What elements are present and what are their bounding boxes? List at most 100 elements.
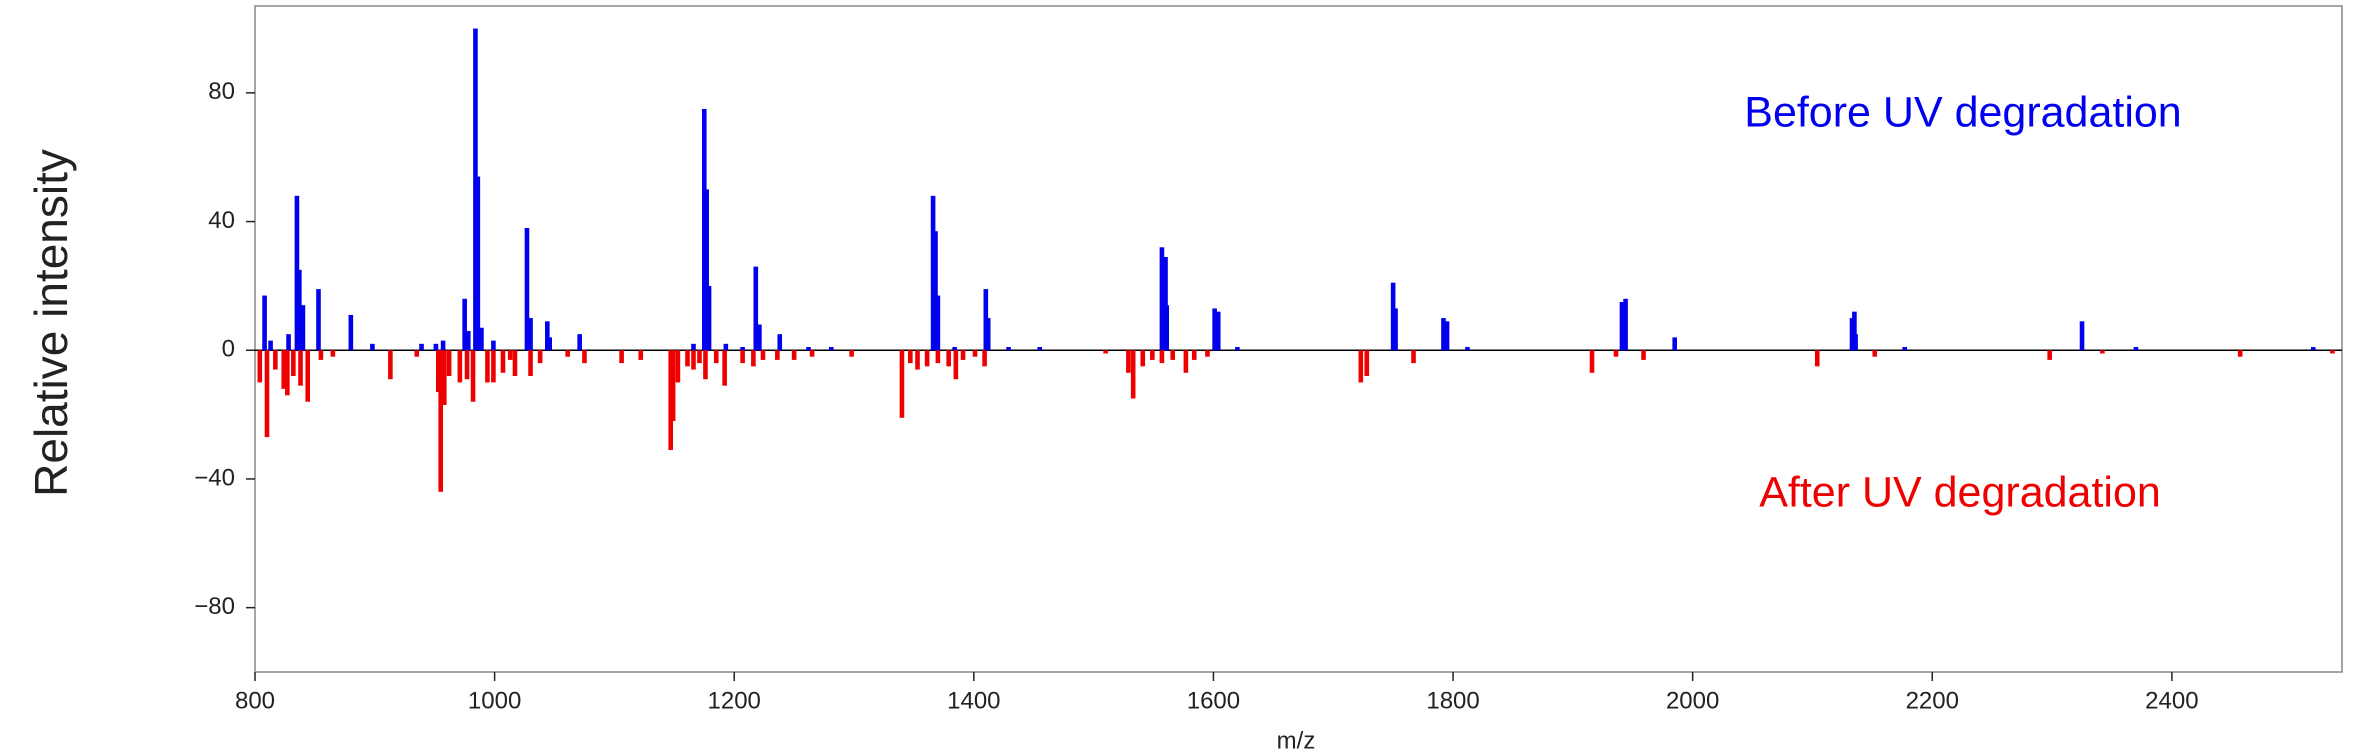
peak xyxy=(316,289,321,351)
x-axis-label: m/z xyxy=(1277,727,1316,754)
peak xyxy=(475,176,481,351)
peak xyxy=(706,285,712,351)
peak xyxy=(1393,308,1398,351)
peak xyxy=(775,350,780,360)
peak xyxy=(935,295,941,351)
peak xyxy=(1444,321,1450,351)
peak xyxy=(330,350,336,357)
peak xyxy=(1623,298,1628,351)
peak xyxy=(457,350,463,383)
peak xyxy=(298,350,303,386)
peak xyxy=(723,343,729,351)
y-tick-label: 80 xyxy=(208,78,235,105)
peak xyxy=(286,334,291,351)
peak xyxy=(440,340,446,351)
peak xyxy=(722,350,727,386)
peak xyxy=(1872,350,1878,357)
peak xyxy=(1235,347,1240,351)
peak xyxy=(791,350,797,360)
peak xyxy=(751,350,756,367)
peak xyxy=(1126,350,1131,373)
y-tick-label: 40 xyxy=(208,207,235,234)
peak xyxy=(740,350,745,364)
peak xyxy=(1164,305,1170,351)
x-tick-label: 1600 xyxy=(1187,687,1240,714)
peak xyxy=(470,350,476,402)
peak xyxy=(704,189,709,351)
peak xyxy=(1037,347,1043,351)
peak xyxy=(500,350,506,373)
peak xyxy=(1852,311,1857,351)
peak xyxy=(268,340,273,351)
peak xyxy=(703,350,708,380)
peak xyxy=(1006,347,1011,351)
y-tick-label: −80 xyxy=(194,593,235,620)
peak xyxy=(565,350,570,357)
peak xyxy=(1205,350,1210,357)
peak xyxy=(933,231,938,351)
peak xyxy=(436,350,441,393)
peak xyxy=(491,350,496,383)
peak xyxy=(908,350,913,364)
peak xyxy=(1849,318,1855,351)
peak xyxy=(670,350,676,422)
peak xyxy=(619,350,624,364)
peak xyxy=(924,350,930,367)
y-axis-label: Relative intensity xyxy=(25,149,77,497)
peak xyxy=(582,350,587,364)
peak xyxy=(701,108,707,351)
peak xyxy=(1170,350,1176,360)
peak xyxy=(691,350,696,370)
peak xyxy=(1183,350,1189,373)
peak xyxy=(388,350,393,380)
peak xyxy=(1103,350,1108,354)
peak xyxy=(1150,350,1155,360)
peak xyxy=(1212,308,1217,351)
peak xyxy=(370,343,375,351)
peak xyxy=(828,347,834,351)
peak xyxy=(1613,350,1619,357)
peak xyxy=(1589,350,1595,373)
peak xyxy=(1364,350,1370,376)
legend-label: Before UV degradation xyxy=(1744,88,2181,136)
peak xyxy=(757,324,762,351)
peak xyxy=(2100,350,2105,354)
peak xyxy=(1411,350,1416,364)
y-tick-label: −40 xyxy=(194,464,235,491)
peak xyxy=(806,347,811,351)
peak xyxy=(512,350,518,376)
peak xyxy=(528,350,533,376)
peak xyxy=(982,350,987,367)
peak xyxy=(2133,347,2139,351)
x-tick-label: 2400 xyxy=(2145,687,2198,714)
peak xyxy=(899,350,905,418)
peak xyxy=(273,350,278,370)
peak xyxy=(262,295,267,351)
peak xyxy=(668,350,674,450)
peak xyxy=(446,350,452,376)
peak xyxy=(930,195,936,351)
peak xyxy=(297,269,302,351)
peak xyxy=(1159,247,1165,351)
y-tick-label: 0 xyxy=(222,336,235,363)
peak xyxy=(281,350,287,389)
peak xyxy=(1441,318,1446,351)
peak xyxy=(946,350,951,367)
peak xyxy=(1465,347,1470,351)
peak xyxy=(2079,321,2085,351)
peak xyxy=(291,350,296,376)
peak xyxy=(547,337,553,351)
peak xyxy=(1390,282,1396,351)
peak xyxy=(318,350,324,360)
peak xyxy=(760,350,766,360)
peak xyxy=(414,350,420,357)
x-tick-label: 1800 xyxy=(1426,687,1479,714)
peak xyxy=(294,195,300,351)
peak xyxy=(1672,337,1677,351)
peak xyxy=(257,350,263,383)
peak xyxy=(524,228,530,351)
peak xyxy=(1358,350,1364,383)
peak xyxy=(935,350,941,364)
peak xyxy=(528,318,533,351)
